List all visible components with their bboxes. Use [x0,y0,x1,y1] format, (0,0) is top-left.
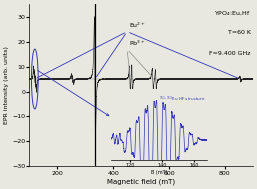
X-axis label: Magnetic field (mT): Magnetic field (mT) [107,178,175,185]
Text: T=60 K: T=60 K [228,30,251,35]
Y-axis label: EPR intensity (arb. units): EPR intensity (arb. units) [4,46,9,124]
Text: Eu$^{2+}$: Eu$^{2+}$ [129,21,146,30]
Text: YPO$_4$:Eu,Hf: YPO$_4$:Eu,Hf [214,9,251,18]
Text: Pb$^{3+}$: Pb$^{3+}$ [129,39,146,48]
Text: F=9.400 GHz: F=9.400 GHz [209,51,251,56]
